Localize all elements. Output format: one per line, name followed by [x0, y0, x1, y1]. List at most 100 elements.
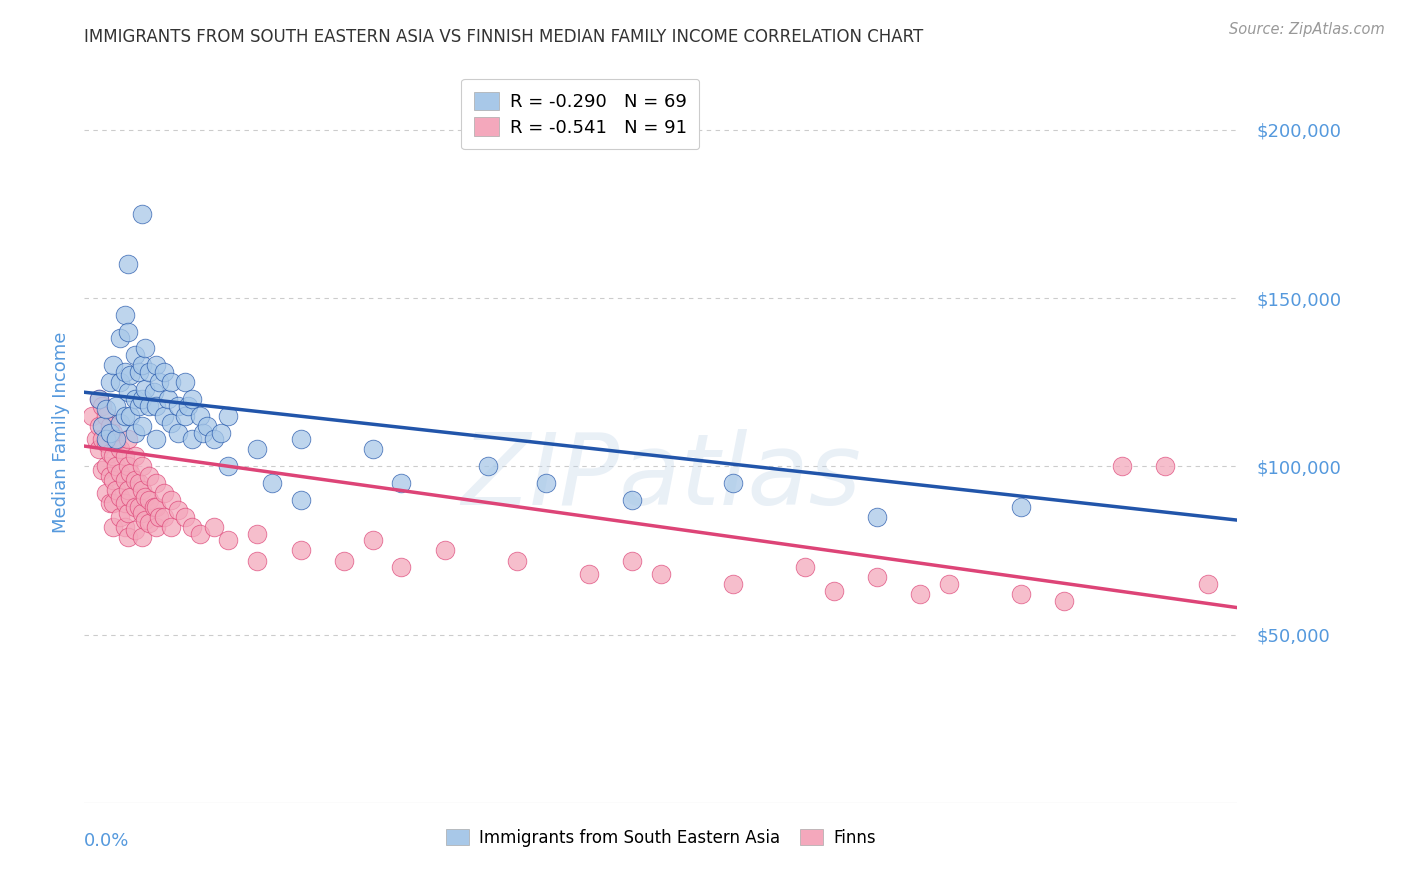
Point — [433, 543, 456, 558]
Point — [98, 418, 121, 433]
Point — [110, 442, 132, 457]
Point — [90, 399, 112, 413]
Point — [794, 560, 817, 574]
Point — [621, 553, 644, 567]
Text: 0.0%: 0.0% — [84, 832, 129, 850]
Point — [114, 496, 136, 510]
Point — [145, 433, 167, 447]
Point — [105, 433, 128, 447]
Point — [87, 442, 110, 457]
Point — [145, 399, 167, 413]
Point — [181, 433, 204, 447]
Point — [167, 503, 190, 517]
Point — [128, 365, 150, 379]
Point — [94, 486, 117, 500]
Point — [145, 359, 167, 373]
Point — [90, 462, 112, 476]
Legend: Immigrants from South Eastern Asia, Finns: Immigrants from South Eastern Asia, Finn… — [439, 822, 883, 854]
Point — [195, 418, 218, 433]
Point — [152, 509, 174, 524]
Point — [90, 433, 112, 447]
Point — [110, 416, 132, 430]
Point — [181, 392, 204, 406]
Point — [114, 365, 136, 379]
Point — [94, 402, 117, 417]
Point — [131, 359, 153, 373]
Point — [156, 392, 179, 406]
Point — [866, 509, 889, 524]
Point — [506, 553, 529, 567]
Point — [361, 442, 384, 457]
Point — [105, 483, 128, 497]
Point — [1053, 594, 1076, 608]
Point — [160, 520, 183, 534]
Point — [90, 418, 112, 433]
Point — [103, 449, 124, 463]
Point — [103, 496, 124, 510]
Point — [174, 409, 197, 423]
Point — [1010, 587, 1032, 601]
Point — [120, 466, 142, 480]
Point — [721, 476, 744, 491]
Point — [114, 409, 136, 423]
Point — [391, 476, 413, 491]
Point — [110, 490, 132, 504]
Point — [202, 520, 225, 534]
Point — [103, 359, 124, 373]
Point — [138, 365, 160, 379]
Point — [80, 409, 103, 423]
Point — [117, 325, 139, 339]
Point — [105, 399, 128, 413]
Point — [145, 500, 167, 514]
Point — [160, 492, 183, 507]
Point — [98, 496, 121, 510]
Point — [152, 365, 174, 379]
Point — [110, 509, 132, 524]
Point — [145, 520, 167, 534]
Point — [94, 459, 117, 474]
Point — [131, 392, 153, 406]
Point — [120, 368, 142, 383]
Point — [650, 566, 672, 581]
Point — [128, 500, 150, 514]
Point — [114, 308, 136, 322]
Point — [477, 459, 499, 474]
Point — [124, 473, 146, 487]
Point — [290, 543, 312, 558]
Point — [218, 533, 240, 548]
Point — [94, 409, 117, 423]
Point — [152, 486, 174, 500]
Point — [128, 476, 150, 491]
Point — [202, 433, 225, 447]
Point — [578, 566, 600, 581]
Point — [910, 587, 932, 601]
Point — [142, 385, 165, 400]
Point — [98, 446, 121, 460]
Y-axis label: Median Family Income: Median Family Income — [52, 332, 70, 533]
Point — [191, 425, 214, 440]
Point — [84, 433, 107, 447]
Point — [134, 382, 156, 396]
Point — [160, 416, 183, 430]
Point — [124, 392, 146, 406]
Point — [110, 331, 132, 345]
Point — [114, 473, 136, 487]
Point — [124, 523, 146, 537]
Point — [209, 425, 232, 440]
Point — [534, 476, 557, 491]
Text: Source: ZipAtlas.com: Source: ZipAtlas.com — [1229, 22, 1385, 37]
Point — [246, 526, 269, 541]
Point — [1154, 459, 1177, 474]
Point — [87, 392, 110, 406]
Point — [145, 476, 167, 491]
Point — [181, 520, 204, 534]
Point — [361, 533, 384, 548]
Point — [114, 449, 136, 463]
Point — [110, 375, 132, 389]
Point — [138, 492, 160, 507]
Point — [134, 342, 156, 356]
Point — [1010, 500, 1032, 514]
Point — [103, 425, 124, 440]
Point — [124, 425, 146, 440]
Point — [124, 500, 146, 514]
